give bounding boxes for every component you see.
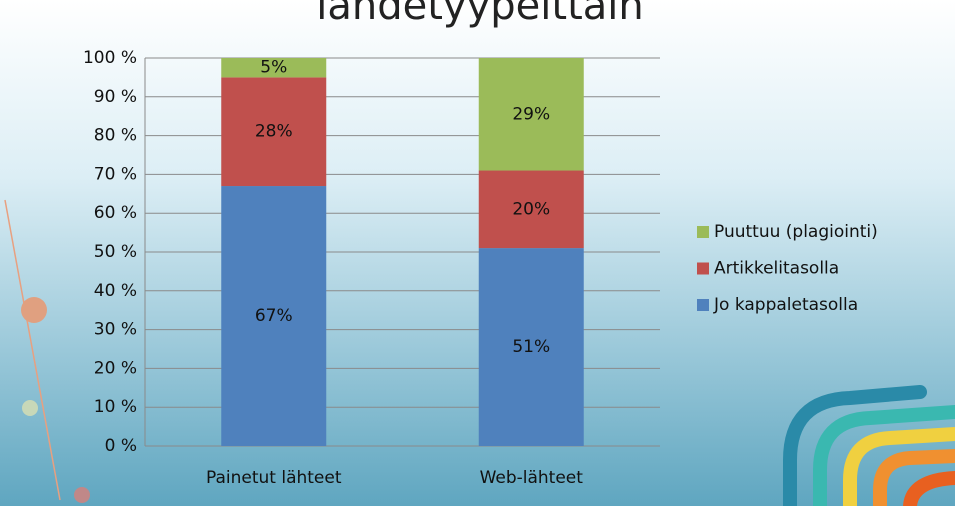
y-tick-label: 90 % (94, 87, 137, 107)
data-label: 20% (512, 199, 550, 219)
data-label: 28% (255, 122, 293, 142)
decoration (4, 199, 61, 501)
x-tick-label: Web-lähteet (480, 468, 584, 488)
y-tick-label: 100 % (83, 48, 137, 68)
y-tick-label: 0 % (105, 436, 137, 456)
legend-label: Puuttuu (plagiointi) (714, 222, 878, 242)
y-tick-label: 70 % (94, 164, 137, 184)
y-tick-label: 60 % (94, 203, 137, 223)
decoration (21, 297, 47, 323)
bar-segment (221, 186, 327, 447)
bar-segment (221, 77, 327, 187)
data-label: 67% (255, 306, 293, 326)
y-tick-label: 40 % (94, 281, 137, 301)
legend-swatch (697, 226, 709, 238)
bar-segment (478, 58, 584, 171)
y-tick-label: 20 % (94, 358, 137, 378)
legend-label: Jo kappaletasolla (713, 295, 858, 315)
bar-segment (478, 248, 584, 446)
bar-segment (478, 170, 584, 249)
decoration (74, 487, 90, 503)
x-tick-label: Painetut lähteet (206, 468, 342, 488)
chart-title: lähdetyypeittäin (316, 0, 643, 29)
data-label: 29% (512, 104, 550, 124)
data-label: 5% (260, 58, 287, 78)
y-tick-label: 10 % (94, 397, 137, 417)
y-tick-label: 50 % (94, 242, 137, 262)
decoration (22, 400, 38, 416)
y-tick-label: 80 % (94, 126, 137, 146)
decoration (783, 385, 955, 506)
y-tick-label: 30 % (94, 320, 137, 340)
legend-label: Artikkelitasolla (714, 259, 839, 279)
bar-segment (221, 58, 327, 78)
data-label: 51% (512, 337, 550, 357)
legend-swatch (697, 262, 709, 275)
legend-swatch (697, 299, 709, 311)
